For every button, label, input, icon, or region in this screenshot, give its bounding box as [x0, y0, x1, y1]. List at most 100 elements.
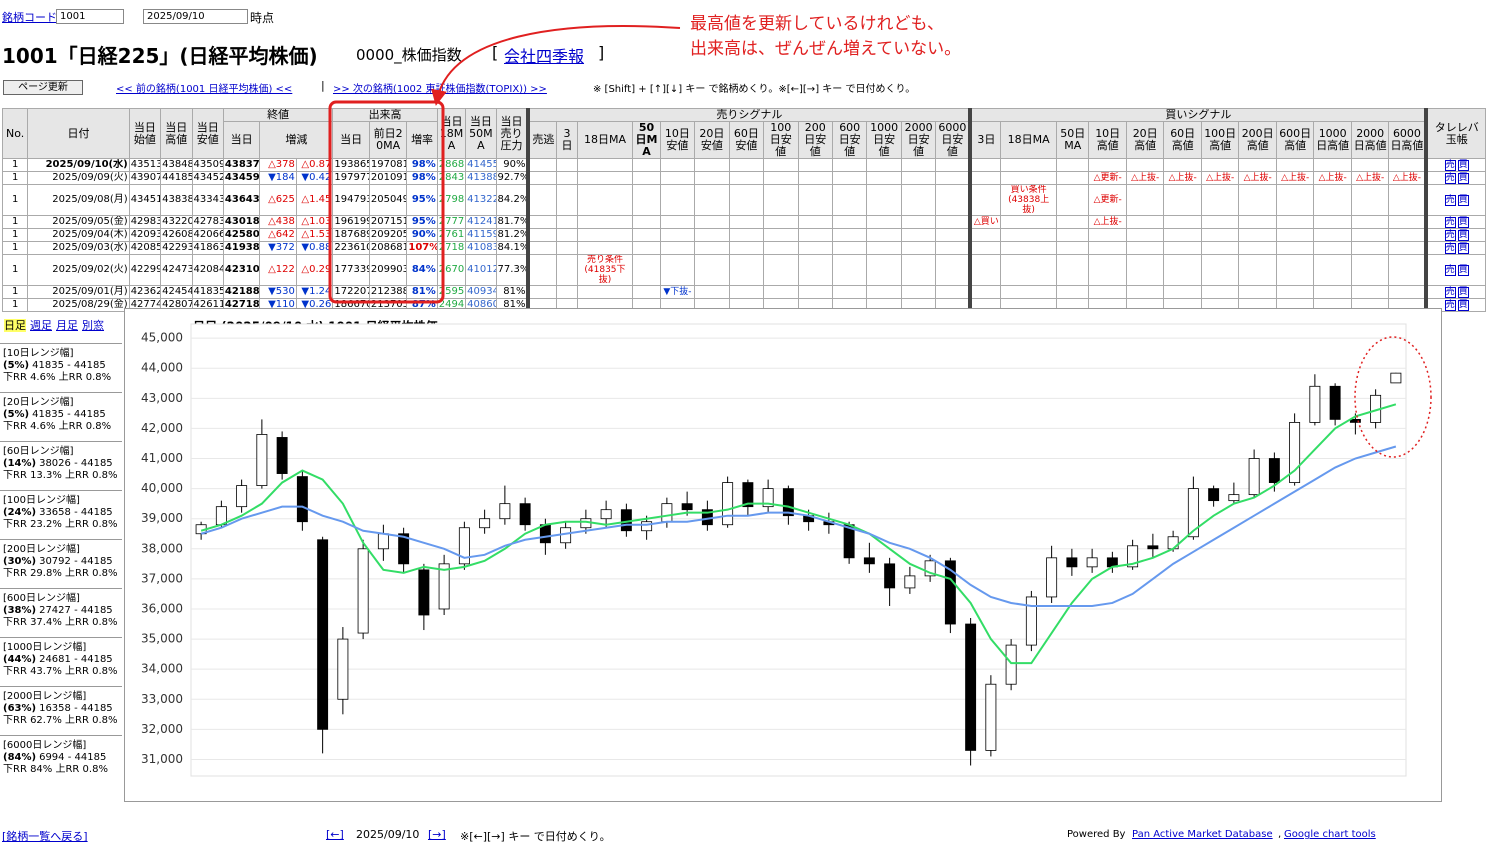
cell: ▼184 [259, 171, 297, 185]
range-line: (5%) 41835 - 44185 [3, 409, 119, 421]
back-link[interactable]: [銘柄一覧へ戻る] [2, 830, 88, 843]
action-button[interactable]: 買 [1457, 299, 1469, 311]
signal-cell [632, 184, 661, 216]
action-button[interactable]: 買 [1457, 172, 1469, 184]
signal-cell [1000, 254, 1058, 286]
next-day-link[interactable]: [→] [428, 828, 446, 841]
cell: 41322 [465, 184, 497, 216]
range-rr: 下RR 23.2% 上RR 0.8% [3, 519, 118, 530]
signal-cell [576, 228, 634, 242]
signal-cell [1350, 241, 1390, 255]
db-link[interactable]: Pan Active Market Database [1132, 829, 1273, 840]
action-button[interactable]: 売 [1444, 172, 1456, 184]
signal-cell [728, 184, 765, 216]
signal-cell [1388, 215, 1427, 229]
signal-cell [1238, 241, 1277, 255]
range-pct: (30%) [3, 556, 37, 567]
candle-body [1208, 488, 1220, 502]
signal-cell [1350, 215, 1390, 229]
signal-cell [1313, 228, 1352, 242]
signal-cell [1200, 158, 1240, 172]
signal-cell [831, 254, 868, 286]
action-button[interactable]: 買 [1457, 216, 1469, 228]
action-button[interactable]: 売 [1444, 299, 1456, 311]
action-button[interactable]: 買 [1457, 194, 1469, 206]
signal-cell [632, 241, 661, 255]
action-button[interactable]: 売 [1444, 242, 1456, 254]
cell: 42454 [160, 285, 193, 299]
cell: 2868 [436, 158, 467, 172]
cell: 43343 [191, 184, 224, 216]
action-button[interactable]: 買 [1457, 159, 1469, 171]
signal-cell [763, 228, 799, 242]
range-pct: (84%) [3, 752, 37, 763]
signal-cell [576, 215, 634, 229]
cell: 43509 [191, 158, 224, 172]
action-button[interactable]: 買 [1457, 242, 1469, 254]
prev-day-link[interactable]: [←] [326, 828, 344, 841]
table-row: 1 2025/09/09(火) 43907 44185 43452 43459 ▼184 ▼0… [1, 171, 1487, 185]
candle-body [418, 569, 430, 616]
action-button[interactable]: 買 [1457, 264, 1469, 276]
range-rr: 下RR 13.3% 上RR 0.8% [3, 470, 118, 481]
date-input[interactable]: 2025/09/10 [143, 9, 248, 24]
action-button[interactable]: 買 [1457, 286, 1469, 298]
column-subheader: 10日安値 [659, 121, 696, 159]
cell: △625 [259, 184, 297, 216]
period-tab[interactable]: 別窓 [82, 319, 104, 332]
signal-cell [797, 241, 833, 255]
action-button[interactable]: 売 [1444, 159, 1456, 171]
range-rr: 下RR 43.7% 上RR 0.8% [3, 666, 118, 677]
google-link[interactable]: Google chart tools [1284, 829, 1376, 840]
action-button[interactable]: 売 [1444, 229, 1456, 241]
cell: 42608 [160, 228, 193, 242]
prev-stock-link[interactable]: << 前の銘柄(1001 日経平均株価) << [116, 84, 293, 95]
action-button[interactable]: 売 [1444, 286, 1456, 298]
column-subheader: 6000日安値 [935, 121, 971, 159]
signal-cell [935, 228, 971, 242]
signal-cell [763, 241, 799, 255]
signal-cell [526, 171, 558, 185]
action-button[interactable]: 買 [1457, 229, 1469, 241]
y-tick-label: 43,000 [141, 391, 183, 405]
candle-body [681, 503, 693, 511]
signal-cell [935, 215, 971, 229]
period-tab[interactable]: 月足 [56, 319, 78, 332]
range-rr: 下RR 37.4% 上RR 0.8% [3, 617, 118, 628]
signal-cell [1238, 184, 1277, 216]
signal-cell [1056, 254, 1090, 286]
candle-body [985, 683, 997, 751]
candle-body [924, 560, 936, 577]
signal-cell [526, 228, 558, 242]
cell: 81.2% [495, 228, 529, 242]
action-button[interactable]: 売 [1444, 264, 1456, 276]
action-button[interactable]: 売 [1444, 216, 1456, 228]
signal-cell [632, 254, 661, 286]
range-pct: (5%) [3, 409, 30, 420]
signal-cell [1313, 241, 1352, 255]
period-tab[interactable]: 日足 [4, 319, 26, 332]
refresh-button[interactable]: ページ更新 [3, 80, 83, 95]
signal-cell [632, 215, 661, 229]
next-stock-link[interactable]: >> 次の銘柄(1002 東証株価指数(TOPIX)) >> [333, 84, 547, 95]
y-tick-label: 35,000 [141, 632, 183, 646]
cell: 41863 [191, 241, 224, 255]
signal-cell [1056, 215, 1090, 229]
column-subheader: 2000日高値 [1350, 121, 1390, 159]
cell: 42983 [128, 215, 162, 229]
column-subheader: 600日高値 [1275, 121, 1315, 159]
code-input[interactable]: 1001 [56, 9, 124, 24]
action-button[interactable]: 売 [1444, 194, 1456, 206]
cell: 177339 [332, 254, 370, 286]
candle-body [1147, 545, 1159, 550]
column-header: 買いシグナル [968, 108, 1427, 122]
signal-cell [1200, 241, 1240, 255]
signal-cell [968, 285, 1002, 299]
signal-cell: 買い条件 (43838上抜) [1000, 184, 1058, 216]
shikiho-link[interactable]: 会社四季報 [504, 47, 585, 66]
range-line: (38%) 27427 - 44185 [3, 605, 119, 617]
code-label[interactable]: 銘柄コード: [2, 11, 61, 24]
signal-cell [576, 158, 634, 172]
period-tab[interactable]: 週足 [30, 319, 52, 332]
signal-cell [1275, 241, 1315, 255]
